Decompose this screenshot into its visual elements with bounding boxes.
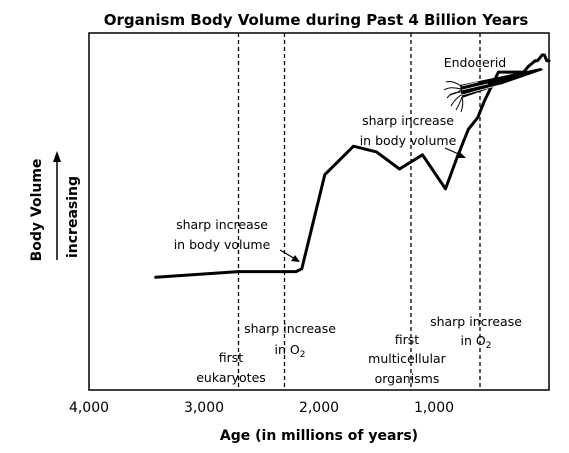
ref-label-o2-2-line-2: in O2	[461, 333, 492, 351]
annotation-body-volume-2-line-2: in body volume	[360, 133, 457, 148]
ref-label-multicellular-line-2: multicellular	[368, 351, 447, 366]
ref-label-o2-1-line-2: in O2	[275, 342, 306, 360]
x-axis-title: Age (in millions of years)	[220, 428, 418, 444]
ref-label-eukaryotes-line-1: first	[219, 350, 244, 365]
chart-title: Organism Body Volume during Past 4 Billi…	[104, 11, 529, 29]
ref-label-multicellular-line-1: first	[395, 332, 420, 347]
arrow-body-volume-2	[444, 147, 466, 158]
ref-label-o2-1-line-1: sharp increase	[244, 321, 336, 336]
annotation-body-volume-1-line-2: in body volume	[174, 237, 271, 252]
endocerid-label: Endocerid	[444, 55, 507, 70]
ref-label-o2-2-line-1: sharp increase	[430, 314, 522, 329]
x-axis-ticks: 4,000 3,000 2,000 1,000	[69, 400, 454, 416]
ref-label-multicellular-line-3: organisms	[375, 371, 440, 386]
annotation-body-volume-1-line-1: sharp increase	[176, 217, 268, 232]
plot-frame	[88, 32, 550, 391]
x-tick-label: 2,000	[299, 400, 339, 416]
annotation-body-volume-2-line-1: sharp increase	[362, 113, 454, 128]
y-axis-title: Body Volume	[29, 159, 45, 262]
y-axis-subtitle: increasing	[65, 176, 81, 258]
x-tick-label: 4,000	[69, 400, 109, 416]
arrow-body-volume-1	[279, 249, 300, 262]
x-tick-label: 1,000	[414, 400, 454, 416]
ref-label-eukaryotes-line-2: eukaryotes	[196, 370, 266, 385]
endocerid-drawing	[443, 68, 543, 113]
reference-lines	[237, 33, 481, 390]
y-axis-arrow-icon	[53, 151, 61, 260]
x-tick-label: 3,000	[184, 400, 224, 416]
